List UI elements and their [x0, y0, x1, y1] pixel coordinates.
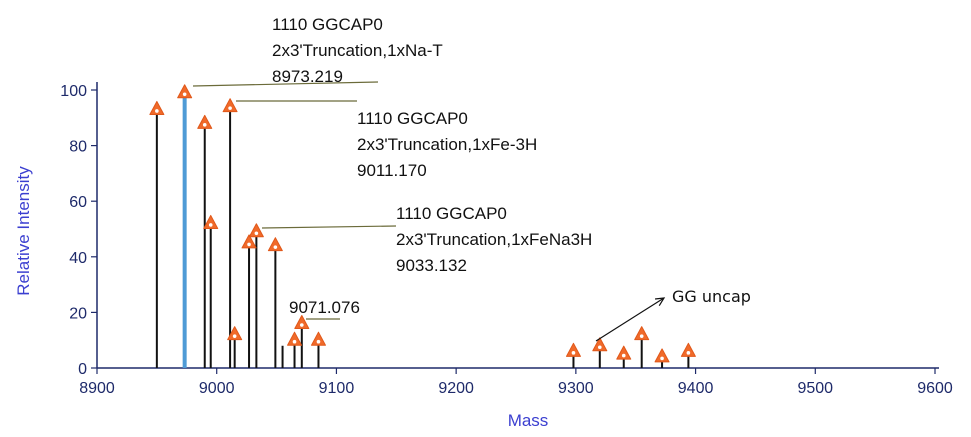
peak-marker-icon	[634, 326, 650, 341]
annotation-label: 2x3'Truncation,1xFeNa3H	[396, 230, 592, 249]
y-tick-label: 20	[69, 305, 87, 322]
annotation-label: 2x3'Truncation,1xNa-T	[272, 41, 443, 60]
x-tick-label: 9300	[558, 380, 594, 397]
x-tick-label: 9100	[319, 380, 355, 397]
peak-marker-dot	[247, 242, 251, 247]
peak-marker-dot	[254, 231, 259, 236]
peak-marker-dot	[639, 334, 644, 338]
annotation-label: 8973.219	[272, 67, 343, 86]
peak-marker-icon	[680, 342, 696, 357]
annotation-label: 9033.132	[396, 256, 467, 275]
x-tick-label: 9000	[199, 380, 235, 397]
annotation-label: 1110 GGCAP0	[396, 204, 507, 223]
y-tick-label: 100	[60, 83, 87, 100]
peak-marker-icon	[222, 98, 238, 113]
peak-marker-dot	[598, 345, 602, 350]
x-tick-label: 8900	[79, 380, 115, 397]
y-tick-label: 0	[78, 361, 87, 378]
peak-marker-dot	[273, 245, 278, 249]
peak-marker-icon	[241, 234, 257, 249]
peak-marker-icon	[248, 223, 264, 238]
peak-marker-icon	[616, 345, 632, 360]
x-tick-label: 9600	[917, 380, 953, 397]
peak-marker-dot	[155, 109, 159, 113]
y-tick-label: 60	[69, 194, 87, 211]
annotation-label: 9071.076	[289, 298, 360, 317]
annotation-label: 1110 GGCAP0	[272, 15, 383, 34]
peak-marker-icon	[565, 342, 581, 357]
peak-marker-dot	[202, 123, 207, 127]
y-tick-label: 40	[69, 250, 87, 267]
y-axis-title: Relative Intensity	[14, 166, 33, 296]
peak-marker-icon	[310, 331, 326, 346]
peak-marker-icon	[149, 100, 165, 115]
peak-marker-icon	[203, 214, 219, 229]
peak-marker-dot	[300, 323, 304, 327]
peak-marker-icon	[177, 84, 193, 99]
peak-marker-dot	[686, 351, 691, 355]
peak-marker-dot	[571, 351, 576, 355]
peak-marker-dot	[621, 353, 626, 358]
peak-marker-dot	[182, 92, 187, 97]
peak-marker-dot	[228, 106, 232, 110]
annotation-arrowhead-icon	[654, 297, 666, 306]
annotation-arrow-line	[595, 297, 665, 342]
annotations-group: 1110 GGCAP0 2x3'Truncation,1xNa-T 8973.219…	[192, 15, 751, 342]
x-tick-label: 9400	[678, 380, 714, 397]
peak-marker-icon	[654, 348, 670, 363]
peak-marker-icon	[294, 315, 310, 330]
peaks-group	[149, 84, 696, 368]
annotation-label: GG uncap	[672, 287, 751, 306]
annotation-leader-line	[192, 81, 379, 87]
axes-group: 8900 9000 9100 9200 9300 9400 9500 9600 0 20 40 60 8…	[60, 82, 953, 397]
peak-marker-icon	[227, 326, 243, 341]
peak-marker-dot	[316, 339, 321, 344]
y-tick-label: 80	[69, 139, 87, 156]
peak-marker-dot	[660, 356, 664, 361]
peak-marker-dot	[208, 223, 213, 227]
peak-marker-icon	[592, 337, 608, 352]
peak-marker-dot	[232, 334, 237, 338]
peak-marker-icon	[197, 114, 213, 129]
peak-marker-dot	[292, 339, 297, 344]
annotation-leader-line	[261, 225, 397, 229]
peak-marker-icon	[267, 237, 283, 252]
x-tick-label: 9500	[797, 380, 833, 397]
x-axis-title: Mass	[508, 411, 549, 430]
annotation-label: 9011.170	[357, 161, 427, 180]
x-tick-label: 9200	[438, 380, 474, 397]
peak-marker-icon	[287, 331, 303, 346]
annotation-label: 1110 GGCAP0	[357, 109, 468, 128]
annotation-label: 2x3'Truncation,1xFe-3H	[357, 135, 537, 154]
